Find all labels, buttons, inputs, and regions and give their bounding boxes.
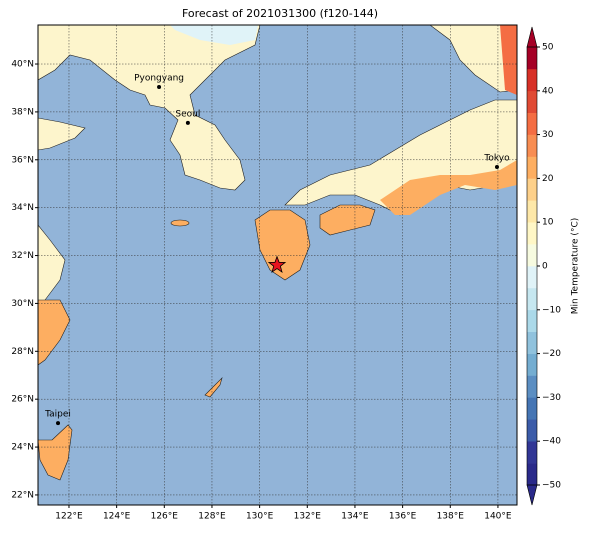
colorbar-tick-label: 20 xyxy=(542,174,554,184)
colorbar-band xyxy=(527,353,537,376)
city-label: Taipei xyxy=(44,410,71,420)
lon-tick-label: 130°E xyxy=(246,512,274,522)
colorbar-band xyxy=(527,112,537,135)
lon-tick-label: 138°E xyxy=(437,512,465,522)
lat-tick-label: 34°N xyxy=(11,203,34,213)
colorbar-tick-label: −40 xyxy=(542,437,561,447)
city-label: Pyongyang xyxy=(134,74,184,84)
colorbar-extend-low xyxy=(526,484,538,506)
honshu-warm xyxy=(380,160,517,215)
colorbar-tick-label: −10 xyxy=(542,305,561,315)
colorbar-band xyxy=(527,375,537,398)
shandong xyxy=(38,117,86,151)
land-layer xyxy=(38,25,517,481)
lon-tick-label: 134°E xyxy=(341,512,369,522)
colorbar-band xyxy=(527,463,537,486)
city-dot xyxy=(56,421,61,426)
lon-tick-label: 128°E xyxy=(198,512,226,522)
overlay: 122°E 124°E 126°E 128°E 130°E 132°E 134°E 136°E… xyxy=(11,26,561,522)
city-label: Tokyo xyxy=(483,153,510,163)
lat-tick-label: 40°N xyxy=(11,60,34,70)
lon-tick-label: 140°E xyxy=(484,512,512,522)
lat-tick-label: 24°N xyxy=(11,443,34,453)
city-dot xyxy=(494,164,499,169)
lon-tick-label: 126°E xyxy=(151,512,179,522)
colorbar-band xyxy=(527,331,537,354)
colorbar-tick-label: 0 xyxy=(542,262,548,272)
colorbar-tick-label: −50 xyxy=(542,481,561,491)
colorbar-band xyxy=(527,309,537,332)
colorbar-band xyxy=(527,222,537,245)
colorbar-tick-label: −20 xyxy=(542,349,561,359)
china-coast-warm xyxy=(38,299,71,366)
colorbar-tick-label: 50 xyxy=(542,43,554,53)
lat-tick-label: 38°N xyxy=(11,107,34,117)
forecast-marker xyxy=(267,255,287,273)
lon-tick-label: 132°E xyxy=(294,512,322,522)
colorbar-tick-label: 30 xyxy=(542,130,554,140)
city-dot xyxy=(185,120,190,125)
colorbar-band xyxy=(527,90,537,113)
hokkaido xyxy=(429,25,517,93)
mainland-north xyxy=(38,25,261,191)
colorbar-band xyxy=(527,47,537,70)
lat-tick-label: 30°N xyxy=(11,299,34,309)
lat-tick-label: 36°N xyxy=(11,155,34,165)
jeju xyxy=(170,219,190,227)
colorbar-band xyxy=(527,200,537,223)
colorbar-band xyxy=(527,178,537,201)
colorbar-tick-label: 40 xyxy=(542,86,554,96)
lat-tick-label: 32°N xyxy=(11,251,34,261)
map-frame xyxy=(37,24,518,506)
lat-tick-label: 26°N xyxy=(11,395,34,405)
grid-layer xyxy=(38,25,517,505)
map-title: Forecast of 2021031300 (f120-144) xyxy=(182,7,378,20)
taiwan xyxy=(38,424,73,481)
cold-region xyxy=(170,25,258,45)
colorbar-band xyxy=(527,441,537,464)
okinawa xyxy=(204,376,223,398)
colorbar-band xyxy=(527,156,537,179)
colorbar-extend-high xyxy=(526,26,538,48)
colorbar-band xyxy=(527,287,537,311)
colorbar-tick-label: 10 xyxy=(542,218,554,228)
colorbar-band xyxy=(527,68,537,92)
lon-tick-label: 124°E xyxy=(103,512,131,522)
colorbar-band xyxy=(527,266,537,289)
lat-tick-label: 28°N xyxy=(11,347,34,357)
city-label: Seoul xyxy=(175,109,200,119)
colorbar-band xyxy=(527,397,537,420)
colorbar-label: Min Temperature (°C) xyxy=(571,218,581,315)
china-coast xyxy=(38,224,66,311)
colorbar-band xyxy=(527,244,537,267)
shikoku xyxy=(319,204,376,236)
colorbar-tick-label: −30 xyxy=(542,393,561,403)
colorbar-band xyxy=(527,134,537,157)
warm-band-north xyxy=(500,25,517,95)
lon-tick-label: 136°E xyxy=(389,512,417,522)
lat-tick-label: 22°N xyxy=(11,490,34,500)
lon-tick-label: 122°E xyxy=(55,512,83,522)
colorbar-band xyxy=(527,419,537,442)
city-dot xyxy=(157,85,162,90)
